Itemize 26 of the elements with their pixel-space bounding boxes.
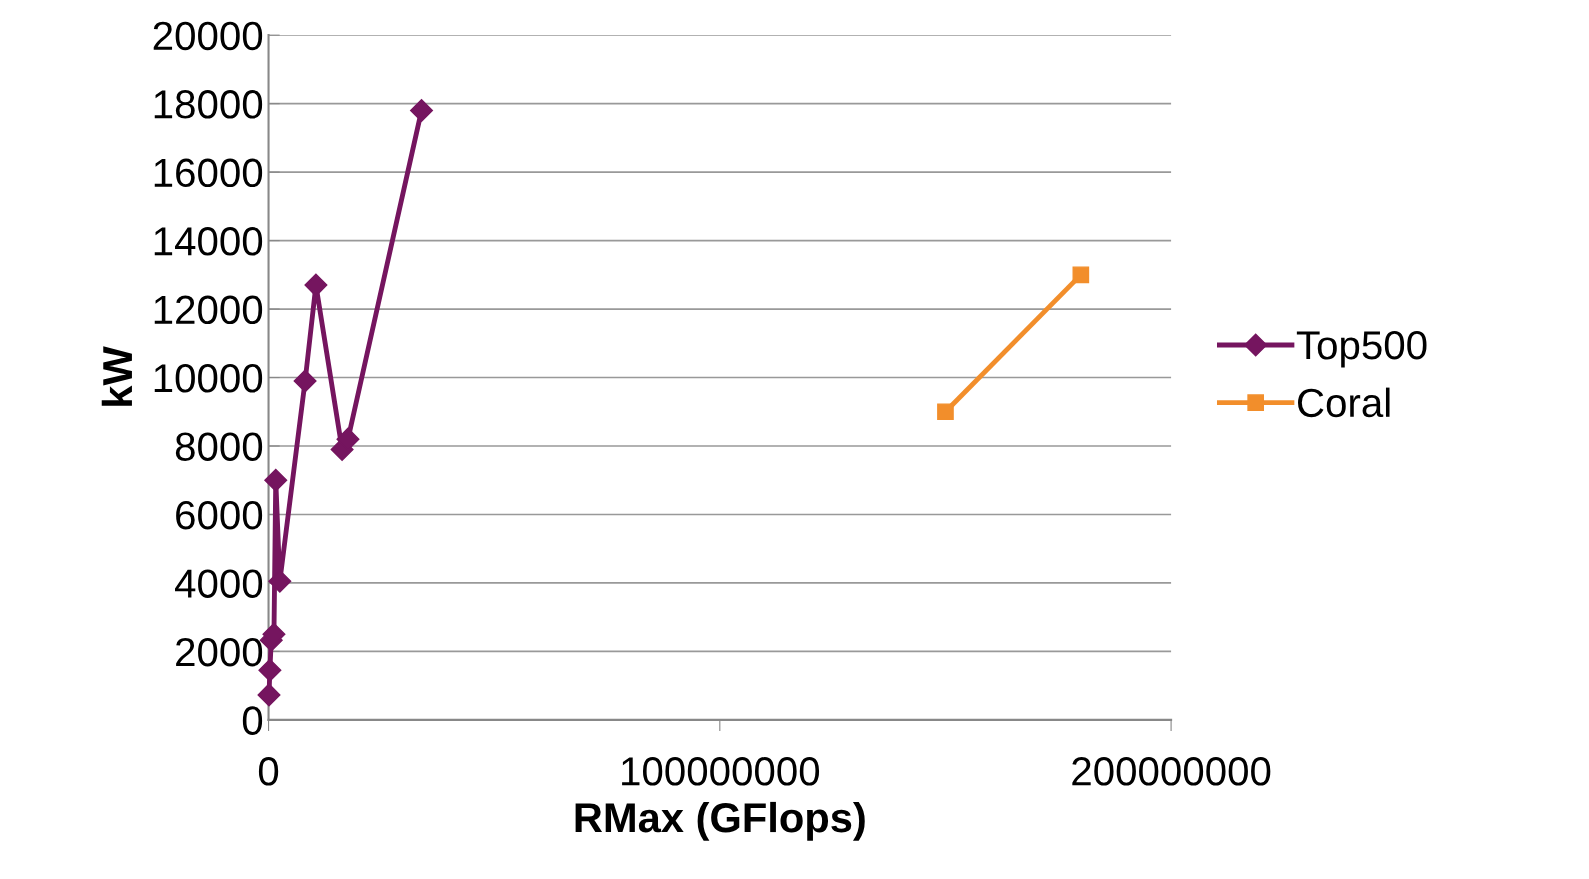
y-tick-label: 4000 [175,569,263,598]
legend-label: Top500 [1296,330,1427,368]
y-tick-label: 6000 [176,500,263,530]
y-tick-label: 10000 [154,364,263,393]
point [257,683,281,707]
point [304,273,328,297]
y-tick-label: 0 [242,706,263,735]
y-tick-label: 8000 [175,432,263,461]
legend-label: Coral [1298,387,1390,418]
point [264,468,288,492]
y-tick-label: 18000 [154,90,263,119]
y-axis-title: kW [101,346,132,406]
point [1072,266,1090,284]
point [268,569,292,593]
point [336,427,360,451]
point [293,369,317,393]
y-tick-label: 20000 [153,21,263,51]
y-tick-label: 14000 [154,227,263,256]
x-tick-label: 100000000 [622,757,820,786]
y-tick-label: 12000 [154,295,263,325]
x-axis-title: RMax (GFlops) [575,801,865,841]
point [410,98,434,122]
y-tick-label: 2000 [176,637,263,667]
point [937,403,954,421]
x-tick-label: 200000000 [1072,757,1271,786]
y-tick-label: 16000 [154,158,263,188]
